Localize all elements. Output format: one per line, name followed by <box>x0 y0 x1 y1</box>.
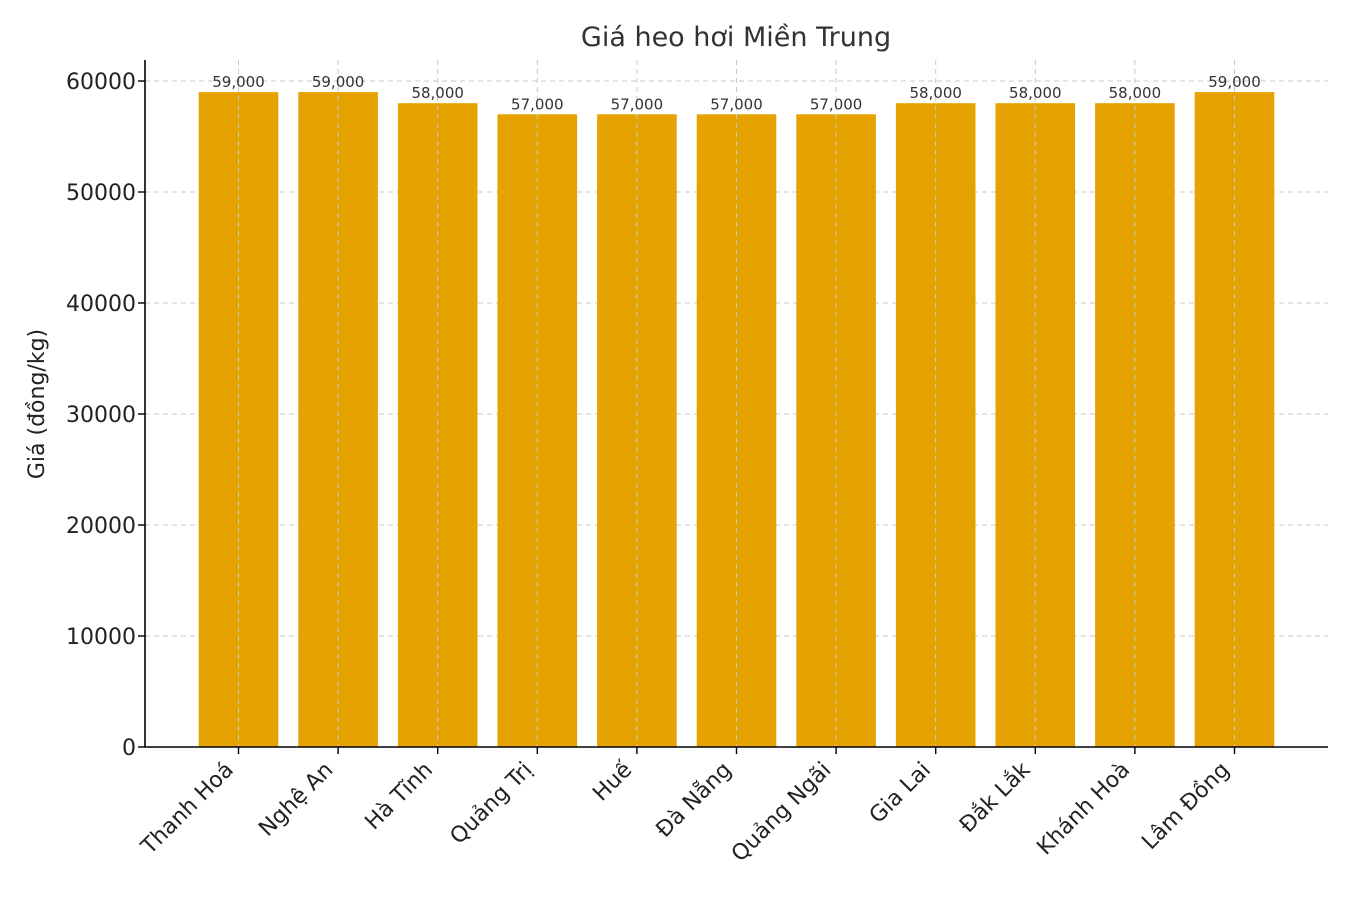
data-label: 59,000 <box>1208 73 1261 91</box>
y-tick-labels: 0 10000 20000 30000 40000 50000 60000 <box>66 70 136 761</box>
data-label: 58,000 <box>909 84 962 102</box>
data-label: 57,000 <box>511 95 564 113</box>
y-tick-label: 0 <box>122 736 136 761</box>
x-tick-label: Khánh Hoà <box>1032 758 1135 861</box>
x-tick-label: Hà Tĩnh <box>361 758 438 835</box>
x-tick-label: Huế <box>588 757 637 806</box>
data-label: 58,000 <box>1109 84 1162 102</box>
x-tick-label: Gia Lai <box>865 758 936 829</box>
y-tick-label: 30000 <box>66 403 136 428</box>
data-label: 58,000 <box>1009 84 1062 102</box>
data-label: 59,000 <box>212 73 265 91</box>
x-tick-label: Thanh Hoá <box>136 758 239 861</box>
y-tick-label: 10000 <box>66 625 136 650</box>
x-tick-label: Lâm Đồng <box>1137 758 1234 855</box>
data-label: 58,000 <box>411 84 464 102</box>
x-tick-label: Quảng Ngãi <box>727 758 836 867</box>
y-tick-label: 40000 <box>66 292 136 317</box>
x-tick-label: Đắk Lắk <box>955 757 1036 838</box>
data-labels: 59,000 59,000 58,000 57,000 57,000 57,000 57,0… <box>212 73 1261 113</box>
y-tick-label: 60000 <box>66 70 136 95</box>
data-label: 57,000 <box>611 95 664 113</box>
vertical-grid-lines <box>238 60 1235 747</box>
data-label: 59,000 <box>312 73 365 91</box>
y-tick-label: 50000 <box>66 181 136 206</box>
data-label: 57,000 <box>710 95 763 113</box>
x-tick-labels: Thanh Hoá Nghệ An Hà Tĩnh Quảng Trị Huế Đà Nẵ… <box>136 757 1235 867</box>
y-axis-label: Giá (đồng/kg) <box>25 329 50 479</box>
data-label: 57,000 <box>810 95 863 113</box>
x-tick-label: Quảng Trị <box>446 758 538 850</box>
x-tick-label: Nghệ An <box>254 758 338 842</box>
chart-title: Giá heo hơi Miền Trung <box>581 22 891 53</box>
x-tick-label: Đà Nẵng <box>651 757 737 843</box>
axes <box>138 60 1328 754</box>
y-tick-label: 20000 <box>66 514 136 539</box>
